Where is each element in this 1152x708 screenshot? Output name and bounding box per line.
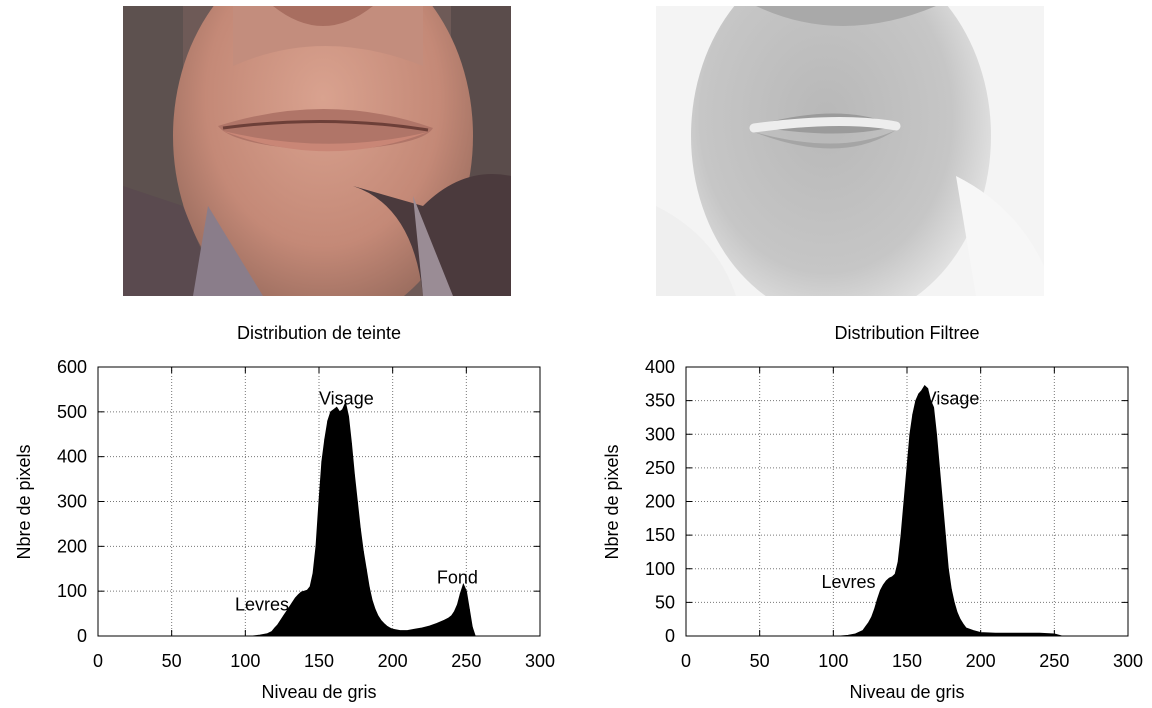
y-tick-label: 400 — [645, 357, 675, 377]
x-tick-label: 0 — [681, 651, 691, 671]
histogram-series — [840, 385, 1062, 637]
x-axis-label: Niveau de gris — [261, 682, 376, 702]
y-tick-label: 50 — [655, 592, 675, 612]
x-axis-ticks: 0 50 100 150 200 250 300 — [681, 367, 1143, 671]
y-tick-label: 400 — [57, 447, 87, 467]
annotations: Visage Levres Fond — [235, 388, 478, 614]
y-axis-label: Nbre de pixels — [14, 444, 34, 559]
annotation-label: Visage — [925, 389, 980, 409]
y-tick-label: 200 — [645, 492, 675, 512]
x-tick-label: 100 — [818, 651, 848, 671]
y-axis-label: Nbre de pixels — [602, 444, 622, 559]
y-tick-label: 600 — [57, 357, 87, 377]
annotation-label: Visage — [319, 388, 374, 408]
y-tick-label: 100 — [57, 581, 87, 601]
y-tick-label: 350 — [645, 391, 675, 411]
y-tick-label: 100 — [645, 559, 675, 579]
hue-distribution-chart: Distribution de teinte 0 50 100 150 200 250 30… — [14, 323, 555, 702]
x-tick-label: 100 — [230, 651, 260, 671]
x-axis-ticks: 0 50 100 150 200 250 300 — [93, 367, 555, 671]
y-tick-label: 250 — [645, 458, 675, 478]
annotation-label: Levres — [822, 572, 876, 592]
y-tick-label: 300 — [645, 424, 675, 444]
grid — [686, 367, 1128, 636]
x-tick-label: 300 — [1113, 651, 1143, 671]
x-tick-label: 0 — [93, 651, 103, 671]
annotation-label: Fond — [437, 568, 478, 588]
y-tick-label: 500 — [57, 402, 87, 422]
y-tick-label: 300 — [57, 492, 87, 512]
x-tick-label: 50 — [750, 651, 770, 671]
chart-title: Distribution de teinte — [237, 323, 401, 343]
x-tick-label: 200 — [966, 651, 996, 671]
y-tick-label: 0 — [665, 626, 675, 646]
x-tick-label: 150 — [304, 651, 334, 671]
y-axis-ticks: 0 50 100 150 200 250 300 350 400 — [645, 357, 1128, 646]
x-axis-label: Niveau de gris — [849, 682, 964, 702]
annotation-label: Levres — [235, 595, 289, 615]
x-tick-label: 250 — [451, 651, 481, 671]
x-tick-label: 300 — [525, 651, 555, 671]
annotations: Visage Levres — [822, 389, 980, 593]
face-photo-filtered-gray — [656, 6, 1044, 296]
x-tick-label: 200 — [378, 651, 408, 671]
plot-border — [685, 366, 1129, 637]
y-tick-label: 150 — [645, 525, 675, 545]
face-photo-color — [123, 6, 511, 296]
y-tick-label: 0 — [77, 626, 87, 646]
y-tick-label: 200 — [57, 536, 87, 556]
x-tick-label: 50 — [162, 651, 182, 671]
x-tick-label: 150 — [892, 651, 922, 671]
histogram-area — [252, 401, 476, 637]
y-axis-ticks: 0 100 200 300 400 500 600 — [57, 357, 540, 646]
plot-frame — [685, 366, 1129, 637]
x-tick-label: 250 — [1039, 651, 1069, 671]
chart-title: Distribution Filtree — [834, 323, 979, 343]
histogram-area — [840, 385, 1062, 637]
